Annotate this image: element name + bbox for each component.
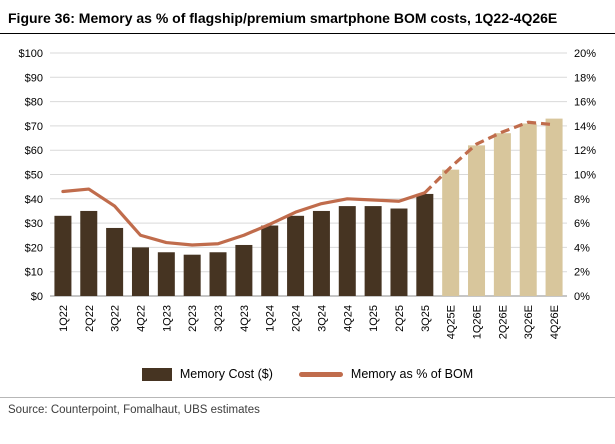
source-note: Source: Counterpoint, Fomalhaut, UBS est… bbox=[0, 397, 615, 416]
y-axis-label-left: $60 bbox=[25, 146, 43, 158]
legend-line-swatch bbox=[298, 371, 343, 377]
x-axis-label: 1Q25 bbox=[368, 305, 380, 332]
chart-area: $0 $10 $20 $30 $40 $50 $60 $70 $80 $90 $100 0% 2% 4% 6… bbox=[0, 34, 615, 361]
x-axis-label: 3Q22 bbox=[110, 305, 122, 332]
y-axis-label-right: 20% bbox=[574, 48, 596, 60]
bar-1Q23 bbox=[157, 252, 175, 297]
x-axis-label: 4Q23 bbox=[239, 305, 251, 332]
y-axis-label-left: $100 bbox=[19, 48, 43, 60]
y-axis-label-left: $20 bbox=[25, 243, 43, 255]
bar-4Q23 bbox=[235, 245, 253, 297]
y-axis-label-left: $40 bbox=[25, 194, 43, 206]
legend-bar-swatch bbox=[141, 367, 172, 381]
x-axis-label: 2Q24 bbox=[291, 305, 303, 332]
bar-3Q22 bbox=[106, 228, 124, 297]
y-axis-label-right: 12% bbox=[574, 146, 596, 158]
legend-item-memory-cost: Memory Cost ($) bbox=[141, 367, 273, 382]
x-axis-label: 1Q24 bbox=[265, 305, 277, 332]
x-axis-label: 1Q22 bbox=[58, 305, 70, 332]
bom-line-dashed bbox=[423, 120, 555, 195]
bar-2Q24 bbox=[287, 216, 305, 297]
x-axis-label: 4Q22 bbox=[135, 305, 147, 332]
y-axis-label-left: $50 bbox=[25, 170, 43, 182]
bar-1Q22 bbox=[54, 216, 72, 297]
y-axis-label-left: $70 bbox=[25, 121, 43, 133]
bar-3Q23 bbox=[209, 252, 227, 297]
legend-bar-label: Memory Cost ($) bbox=[179, 367, 273, 382]
y-axis-label-left: $30 bbox=[25, 218, 43, 230]
figure-title: Figure 36: Memory as % of flagship/premi… bbox=[8, 10, 558, 26]
bar-4Q22 bbox=[131, 247, 149, 297]
bar-2Q26E bbox=[493, 133, 511, 297]
source-text: Source: Counterpoint, Fomalhaut, UBS est… bbox=[8, 404, 260, 417]
bar-1Q26E bbox=[468, 145, 486, 297]
x-axis-label: 2Q22 bbox=[84, 305, 96, 332]
y-axis-label-right: 6% bbox=[574, 218, 590, 230]
bom-line-solid bbox=[61, 187, 427, 247]
bar-1Q25 bbox=[364, 206, 382, 297]
y-axis-label-right: 16% bbox=[574, 97, 596, 109]
y-axis-label-right: 8% bbox=[574, 194, 590, 206]
bar-4Q25E bbox=[442, 169, 460, 297]
x-axis-label: 4Q26E bbox=[549, 305, 561, 339]
x-axis-label: 3Q24 bbox=[316, 305, 328, 332]
x-axis-label: 2Q26E bbox=[497, 305, 509, 339]
y-axis-label-left: $90 bbox=[25, 73, 43, 85]
y-axis-label-right: 14% bbox=[574, 121, 596, 133]
bar-2Q23 bbox=[183, 255, 201, 297]
y-axis-label-right: 18% bbox=[574, 73, 596, 85]
x-axis-label: 1Q23 bbox=[161, 305, 173, 332]
bar-1Q24 bbox=[261, 225, 279, 297]
bar-3Q25 bbox=[416, 194, 434, 297]
x-axis-label: 3Q26E bbox=[523, 305, 535, 339]
memory-bom-chart: $0 $10 $20 $30 $40 $50 $60 $70 $80 $90 $100 0% 2% 4% 6… bbox=[19, 48, 597, 339]
x-axis-label: 2Q23 bbox=[187, 305, 199, 332]
y-axis-label-right: 10% bbox=[574, 170, 596, 182]
y-axis-label-left: $10 bbox=[25, 267, 43, 279]
chart-legend: Memory Cost ($) Memory as % of BOM bbox=[0, 364, 615, 384]
legend-line-label: Memory as % of BOM bbox=[350, 367, 474, 382]
title-divider bbox=[0, 33, 615, 35]
x-axis-label: 2Q25 bbox=[394, 305, 406, 332]
bar-2Q25 bbox=[390, 208, 408, 297]
x-axis-label: 4Q24 bbox=[342, 305, 354, 332]
bar-4Q24 bbox=[338, 206, 356, 297]
x-axis-label: 3Q23 bbox=[213, 305, 225, 332]
y-axis-label-right: 2% bbox=[574, 267, 590, 279]
bar-3Q26E bbox=[519, 123, 537, 297]
bar-4Q26E bbox=[545, 118, 563, 297]
y-axis-label-left: $0 bbox=[31, 291, 43, 303]
bar-3Q24 bbox=[312, 211, 330, 297]
legend-item-memory-pct: Memory as % of BOM bbox=[298, 367, 474, 382]
x-axis-label: 3Q25 bbox=[420, 305, 432, 332]
x-axis-label: 1Q26E bbox=[472, 305, 484, 339]
y-axis-label-right: 0% bbox=[574, 291, 590, 303]
x-axis-label: 4Q25E bbox=[446, 305, 458, 339]
bar-2Q22 bbox=[80, 211, 98, 297]
y-axis-label-right: 4% bbox=[574, 243, 590, 255]
y-axis-label-left: $80 bbox=[25, 97, 43, 109]
